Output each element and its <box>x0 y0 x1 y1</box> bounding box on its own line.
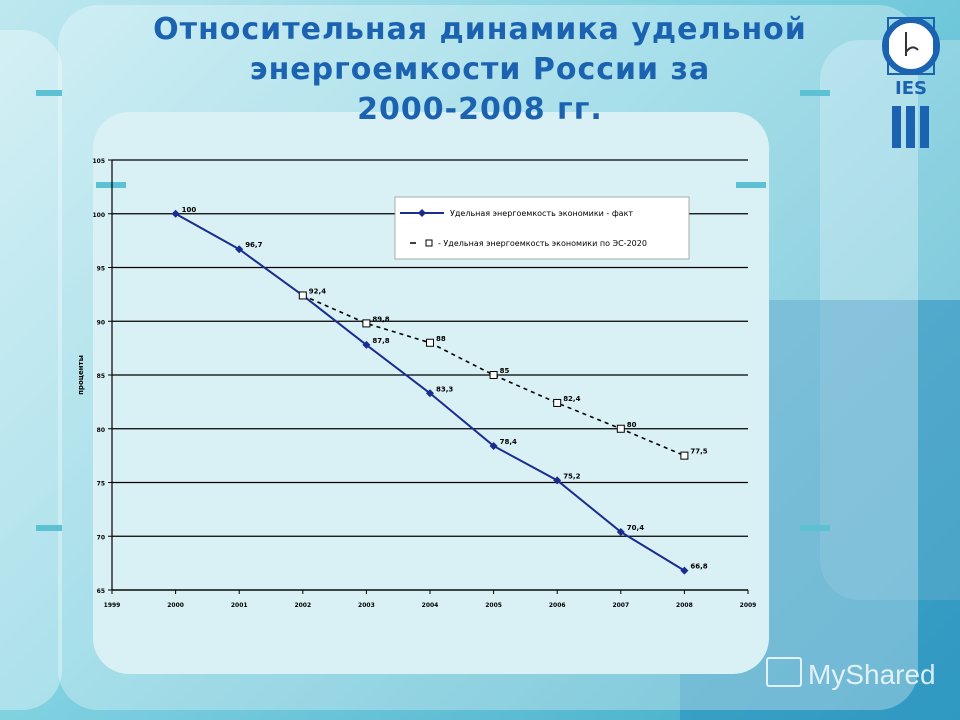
data-point-forecast <box>426 338 434 347</box>
logo-bar <box>906 106 915 148</box>
data-point-fact <box>616 527 625 536</box>
data-point-fact <box>680 566 689 575</box>
data-label: 96,7 <box>245 241 262 249</box>
decor-tick <box>36 525 62 531</box>
y-tick-label: 100 <box>92 212 105 219</box>
data-label: 85 <box>500 367 510 375</box>
x-tick-label: 2004 <box>422 602 439 609</box>
data-label: 100 <box>182 206 197 214</box>
x-tick-label: 2005 <box>485 602 502 609</box>
x-tick-label: 2000 <box>167 602 184 609</box>
data-point-forecast <box>616 424 625 433</box>
slide-title-line: Относительная динамика удельной <box>153 12 807 47</box>
watermark-text: MyShared <box>808 659 936 690</box>
data-label: 78,4 <box>500 438 517 446</box>
x-tick-label: 2002 <box>294 602 311 609</box>
data-label: 89,8 <box>372 315 389 323</box>
logo-ring <box>882 17 940 75</box>
chart-data-labels: 100 96,7 92,4 87,8 83,3 78,4 75,2 70,4 66,8 89,8 8… <box>182 206 708 571</box>
y-tick-label: 90 <box>97 319 105 326</box>
data-point-fact <box>362 340 371 349</box>
y-tick-label: 70 <box>97 534 105 541</box>
slide-title: Относительная динамика удельной энергоем… <box>80 10 880 130</box>
x-tick-label: 2008 <box>676 602 693 609</box>
ies-logo: IES <box>882 17 940 148</box>
data-label: 92,4 <box>309 287 326 295</box>
slide-title-line: 2000-2008 гг. <box>357 92 603 127</box>
x-tick-label: 2007 <box>612 602 629 609</box>
legend-marker-fact <box>418 209 426 217</box>
data-point-fact <box>235 245 244 254</box>
data-point-fact <box>426 389 434 398</box>
data-label: 70,4 <box>627 524 644 532</box>
data-label: 88 <box>436 335 446 343</box>
legend-label-fact: Удельная энергоемкость экономики - факт <box>450 209 633 218</box>
logo-frame <box>887 17 935 75</box>
logo-glyph <box>905 32 919 56</box>
decor-tick <box>36 90 62 96</box>
logo-text: IES <box>895 78 927 99</box>
chart-series <box>171 209 689 575</box>
data-point-fact <box>553 476 562 485</box>
chart-grid <box>112 159 748 591</box>
data-point-fact <box>489 441 498 450</box>
decor-tick <box>96 182 126 188</box>
x-tick-label: 2003 <box>358 602 375 609</box>
data-point-forecast <box>298 291 307 300</box>
data-point-forecast <box>680 451 689 460</box>
y-tick-label: 80 <box>97 427 105 434</box>
legend-marker-forecast <box>425 239 433 247</box>
y-axis-label: проценты <box>77 355 85 395</box>
logo-bar <box>892 106 901 148</box>
data-label: 66,8 <box>690 563 707 571</box>
decor-tick <box>800 90 830 96</box>
y-tick-label: 105 <box>92 158 105 165</box>
y-tick-label: 65 <box>97 588 105 595</box>
presentation-icon <box>766 657 802 687</box>
data-label: 75,2 <box>563 472 580 480</box>
data-label: 77,5 <box>690 448 707 456</box>
slide-title-line: энергоемкости России за <box>249 52 711 87</box>
watermark: MyShared <box>766 657 936 691</box>
x-tick-label: 2006 <box>549 602 566 609</box>
decor-tick <box>800 525 830 531</box>
x-tick-label: 2009 <box>740 602 757 609</box>
data-label: 87,8 <box>372 337 389 345</box>
y-tick-label: 85 <box>97 373 105 380</box>
logo-bar <box>920 106 929 148</box>
data-point-fact <box>171 209 180 218</box>
legend-label-forecast: - Удельная энергоемкость экономики по ЭС… <box>438 239 647 248</box>
data-point-forecast <box>553 398 562 407</box>
y-tick-label: 95 <box>97 266 105 273</box>
decor-tick <box>736 182 766 188</box>
y-tick-label: 75 <box>97 481 105 488</box>
chart-legend: Удельная энергоемкость экономики - факт … <box>394 196 690 260</box>
x-tick-label: 1999 <box>104 602 121 609</box>
data-label: 80 <box>627 421 637 429</box>
data-point-forecast <box>489 371 498 379</box>
chart-axes: 65 70 75 80 85 90 95 100 105 1999 2000 2001 2002 2003… <box>77 158 756 609</box>
background-shape-left <box>0 30 62 710</box>
x-tick-label: 2001 <box>231 602 248 609</box>
data-point-forecast <box>362 319 371 328</box>
data-label: 82,4 <box>563 395 580 403</box>
data-label: 83,3 <box>436 385 453 393</box>
legend-box <box>394 196 690 260</box>
